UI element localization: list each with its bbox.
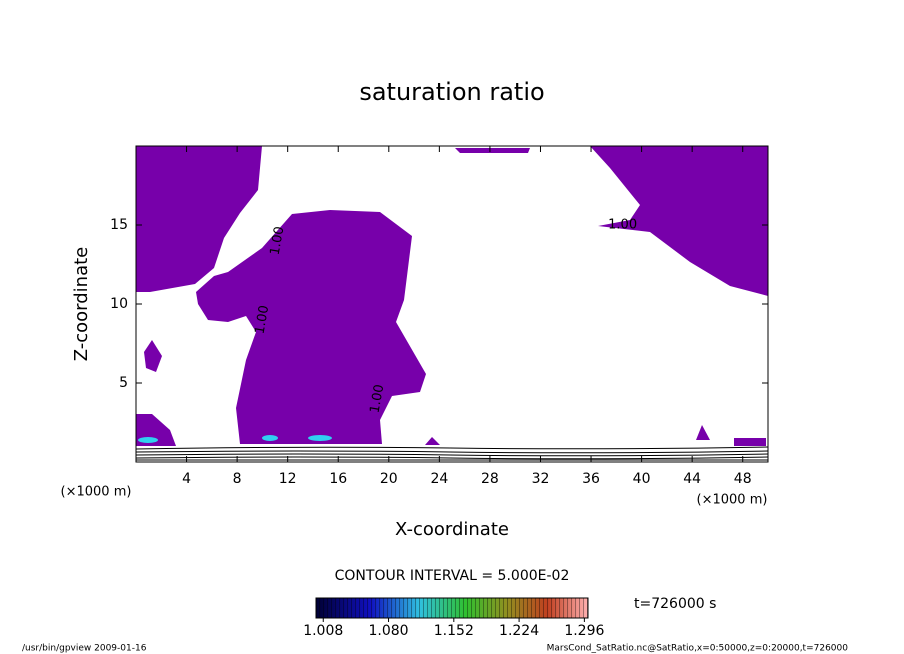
x-tick-label: 8 (233, 471, 242, 487)
x-tick-label: 12 (279, 471, 297, 487)
x-tick-label: 44 (683, 471, 701, 487)
y-tick-label: 10 (110, 296, 128, 312)
y-unit-label: (×1000 m) (61, 485, 132, 500)
contour-label: 1.00 (368, 383, 388, 414)
contour-label: 1.00 (253, 304, 273, 335)
footer-left: /usr/bin/gpview 2009-01-16 (22, 644, 147, 654)
x-tick-label: 28 (481, 471, 499, 487)
y-axis-label: Z-coordinate (71, 247, 92, 362)
x-tick-label: 20 (380, 471, 398, 487)
x-tick-label: 4 (182, 471, 191, 487)
colorbar-tick-label: 1.008 (303, 623, 343, 639)
x-tick-label: 16 (329, 471, 347, 487)
colorbar-frame (315, 597, 589, 619)
region (196, 210, 426, 444)
surface-layer (136, 446, 768, 462)
x-axis-label: X-coordinate (395, 519, 509, 540)
y-tick-label: 15 (110, 217, 128, 233)
colorbar-tick-label: 1.296 (564, 623, 604, 639)
x-tick-label: 48 (734, 471, 752, 487)
region (136, 146, 262, 292)
colorbar-tick-label: 1.080 (368, 623, 408, 639)
contour-fill (136, 146, 768, 462)
high-spots (138, 435, 332, 443)
x-tick-label: 32 (532, 471, 550, 487)
region (590, 146, 768, 296)
region (144, 340, 162, 372)
time-label: t=726000 s (634, 596, 716, 612)
x-tick-label: 24 (430, 471, 448, 487)
contour-lines (136, 446, 768, 461)
x-unit-label: (×1000 m) (697, 493, 768, 508)
x-tick-label: 40 (633, 471, 651, 487)
footer-right: MarsCond_SatRatio.nc@SatRatio,x=0:50000,… (547, 644, 849, 654)
colorbar-tick-label: 1.224 (499, 623, 539, 639)
contour-label: 1.00 (608, 218, 637, 233)
contour-label: 1.00 (268, 225, 288, 256)
region (455, 148, 530, 153)
y-tick-label: 5 (119, 375, 128, 391)
region (425, 425, 766, 446)
colorbar-tick-label: 1.152 (434, 623, 474, 639)
chart-title: saturation ratio (359, 78, 544, 106)
x-tick-label: 36 (582, 471, 600, 487)
contour-interval: CONTOUR INTERVAL = 5.000E-02 (335, 568, 570, 584)
